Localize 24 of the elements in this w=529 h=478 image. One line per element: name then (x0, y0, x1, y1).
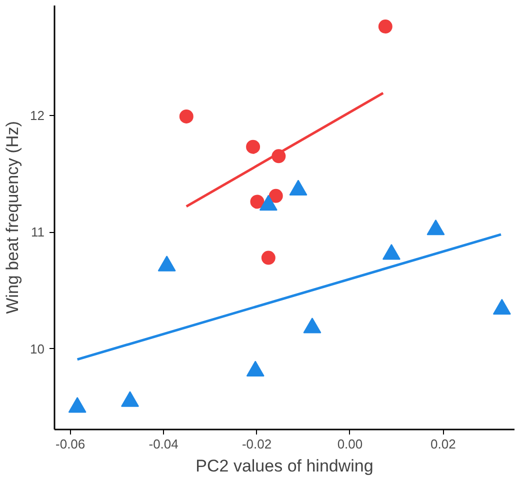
point (259, 194, 278, 211)
point (492, 298, 511, 315)
x-tick-label: -0.04 (148, 436, 178, 452)
x-tick-label: 0.02 (430, 436, 456, 452)
x-axis-title: PC2 values of hindwing (196, 456, 374, 476)
point (68, 396, 86, 413)
y-axis-title: Wing beat frequency (Hz) (3, 121, 22, 314)
point (426, 219, 445, 236)
x-tick-label: 0.00 (337, 436, 363, 452)
point (246, 140, 260, 154)
point (303, 318, 322, 334)
point (158, 256, 176, 272)
y-tick-label: 12 (30, 108, 45, 123)
point (246, 360, 264, 377)
point (250, 194, 264, 209)
x-tick-label: -0.02 (242, 436, 272, 452)
point (378, 20, 392, 34)
point (261, 250, 276, 265)
y-tick-label: 11 (31, 224, 45, 240)
point (382, 244, 400, 260)
x-tick-label: -0.06 (56, 436, 86, 452)
point (121, 391, 139, 407)
point (179, 109, 194, 124)
y-tick-label: 10 (30, 341, 45, 356)
